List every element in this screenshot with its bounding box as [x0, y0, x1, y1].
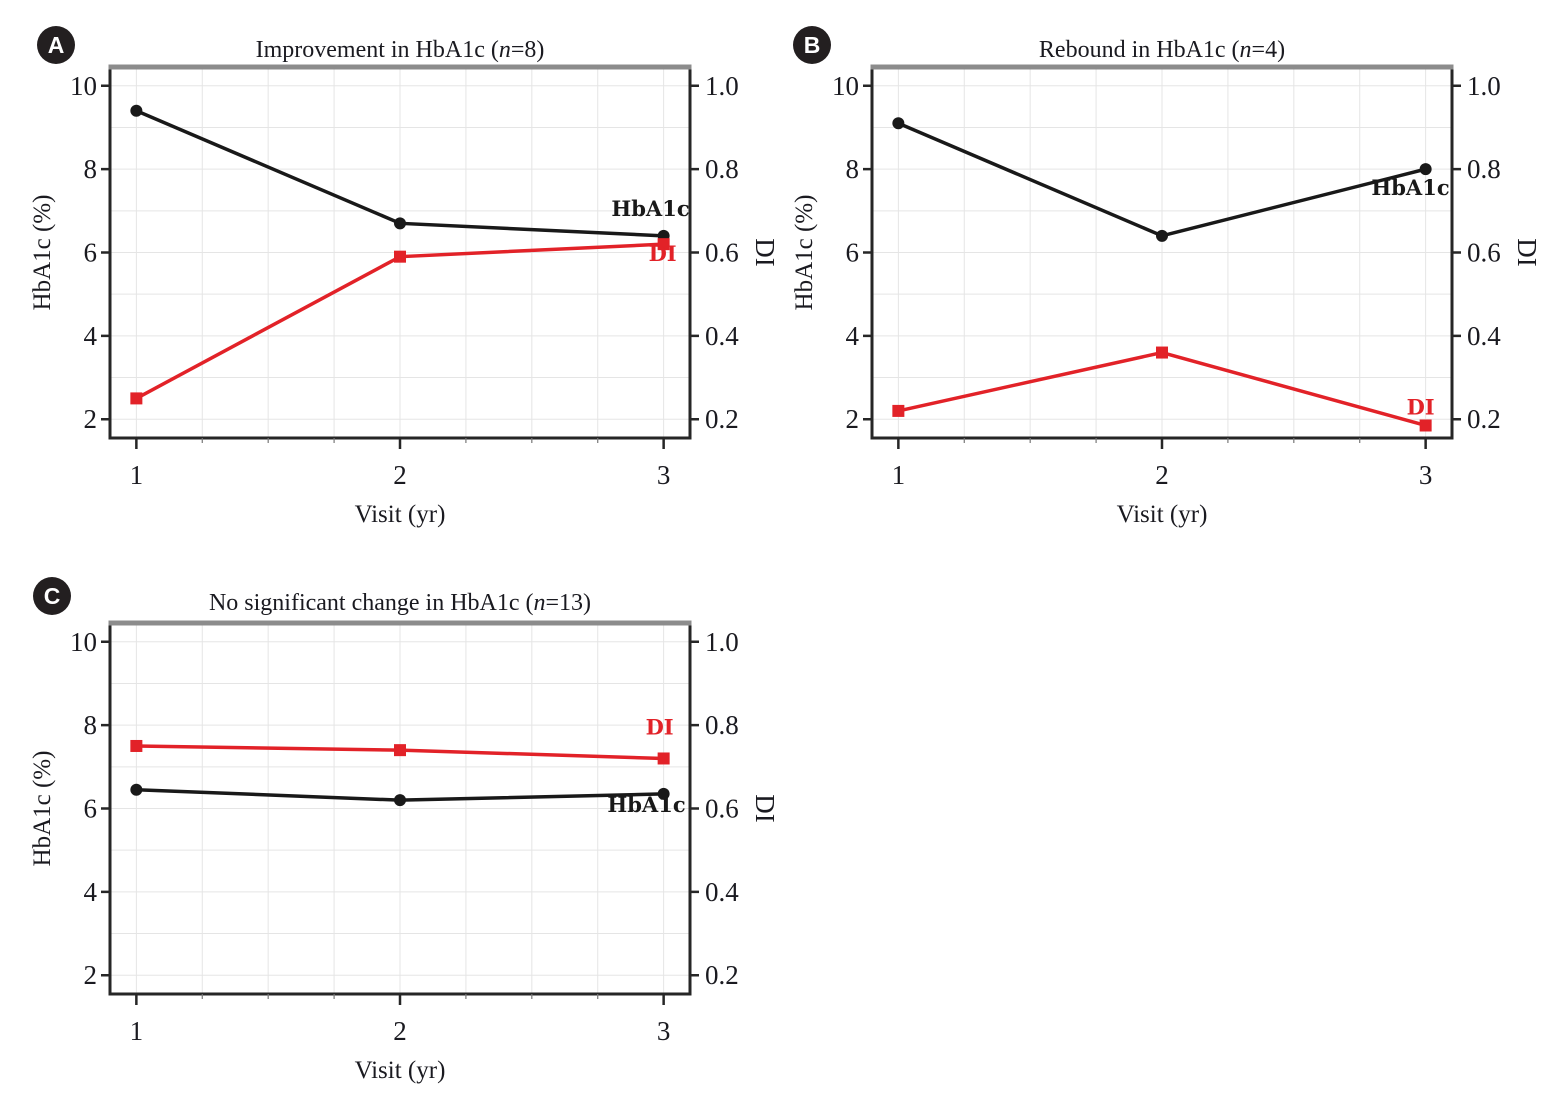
left-axis-tick-label: 4	[84, 321, 98, 351]
panel-badge-letter: B	[804, 32, 821, 58]
di-marker	[1419, 419, 1432, 432]
right-axis-tick-label: 1.0	[705, 627, 739, 657]
panel-title: Rebound in HbA1c (n=4)	[1039, 37, 1285, 63]
hba1c-series-label: HbA1c	[607, 792, 685, 817]
panel-a-chart: 10 8 6 4 2 1.0 0.8 0.6 0.4 0.2 1 2 3 Visit (yr) HbA1c …	[29, 26, 780, 528]
right-axis-tick-label: 0.4	[705, 321, 739, 351]
right-axis-tick-label: 0.2	[705, 960, 739, 990]
hba1c-marker	[1156, 229, 1168, 242]
left-axis-tick-label: 8	[84, 154, 98, 184]
hba1c-marker	[130, 104, 143, 117]
left-axis-tick-label: 2	[84, 404, 98, 434]
right-axis-label: DI	[1512, 238, 1542, 267]
left-axis-tick-label: 6	[846, 238, 860, 268]
left-axis-tick-label: 10	[832, 71, 859, 101]
hba1c-marker	[394, 217, 406, 230]
hba1c-marker	[892, 117, 905, 130]
left-axis-tick-label: 10	[70, 71, 97, 101]
right-axis-label: DI	[750, 238, 780, 267]
x-axis-tick-label: 3	[1419, 460, 1433, 490]
hba1c-series-label: HbA1c	[1371, 175, 1449, 200]
x-axis-tick-label: 1	[892, 460, 906, 490]
x-axis-tick-label: 1	[130, 1016, 144, 1046]
left-axis-label: HbA1c (%)	[29, 751, 56, 867]
panel-c-chart: 10 8 6 4 2 1.0 0.8 0.6 0.4 0.2 1 2 3 Visit (yr) HbA1c …	[29, 577, 780, 1084]
right-axis-label: DI	[750, 794, 780, 823]
right-axis-tick-label: 0.4	[705, 877, 739, 907]
left-axis-tick-label: 10	[70, 627, 97, 657]
hba1c-series-label: HbA1c	[611, 196, 689, 221]
left-axis-tick-label: 8	[84, 710, 98, 740]
right-axis-tick-label: 0.8	[1467, 154, 1501, 184]
panel-badge	[793, 26, 831, 64]
left-axis-tick-label: 4	[84, 877, 98, 907]
right-axis-tick-label: 0.8	[705, 710, 739, 740]
x-axis-tick-label: 3	[657, 1016, 671, 1046]
hba1c-marker	[657, 787, 670, 800]
di-marker	[657, 238, 670, 251]
left-axis-tick-label: 6	[84, 238, 98, 268]
x-axis-tick-label: 3	[657, 460, 671, 490]
right-axis-tick-label: 0.8	[705, 154, 739, 184]
hba1c-marker	[394, 794, 406, 807]
di-series-label: DI	[1407, 394, 1435, 419]
left-axis-tick-label: 6	[84, 794, 98, 824]
x-axis-label: Visit (yr)	[355, 501, 446, 528]
plot-grid	[872, 67, 1452, 438]
plot-grid	[110, 623, 690, 994]
right-axis-tick-label: 1.0	[705, 71, 739, 101]
left-axis-tick-label: 2	[84, 960, 98, 990]
x-axis-tick-label: 2	[1155, 460, 1169, 490]
panel-badge	[37, 26, 75, 64]
x-axis-tick-label: 1	[130, 460, 144, 490]
right-axis-tick-label: 0.4	[1467, 321, 1501, 351]
di-series-label: DI	[649, 241, 677, 266]
di-marker	[657, 752, 670, 765]
panel-badge-letter: C	[44, 583, 61, 609]
right-axis-tick-label: 0.2	[1467, 404, 1501, 434]
x-axis-tick-label: 2	[393, 1016, 407, 1046]
right-axis-tick-label: 0.6	[1467, 238, 1501, 268]
panel-b-chart: 10 8 6 4 2 1.0 0.8 0.6 0.4 0.2 1 2 3 Visit (yr) HbA1c …	[791, 26, 1542, 528]
hba1c-marker	[130, 783, 143, 796]
x-axis-tick-label: 2	[393, 460, 407, 490]
right-axis-tick-label: 1.0	[1467, 71, 1501, 101]
di-marker	[130, 392, 143, 405]
panel-badge-letter: A	[48, 32, 65, 58]
x-axis-label: Visit (yr)	[1117, 501, 1208, 528]
right-axis-tick-label: 0.6	[705, 794, 739, 824]
left-axis-label: HbA1c (%)	[29, 195, 56, 311]
panel-title: Improvement in HbA1c (n=8)	[256, 37, 545, 63]
left-axis-label: HbA1c (%)	[791, 195, 818, 311]
right-axis-tick-label: 0.2	[705, 404, 739, 434]
x-axis-label: Visit (yr)	[355, 1057, 446, 1084]
panel-title: No significant change in HbA1c (n=13)	[209, 590, 591, 616]
di-marker	[394, 250, 406, 263]
di-marker	[130, 739, 143, 752]
left-axis-tick-label: 8	[846, 154, 860, 184]
di-marker	[1156, 346, 1168, 359]
panel-badge	[33, 577, 71, 615]
left-axis-tick-label: 2	[846, 404, 860, 434]
di-series-label: DI	[646, 714, 674, 739]
left-axis-tick-label: 4	[846, 321, 860, 351]
di-marker	[394, 744, 406, 757]
right-axis-tick-label: 0.6	[705, 238, 739, 268]
di-marker	[892, 404, 905, 417]
hba1c-marker	[1419, 163, 1432, 176]
